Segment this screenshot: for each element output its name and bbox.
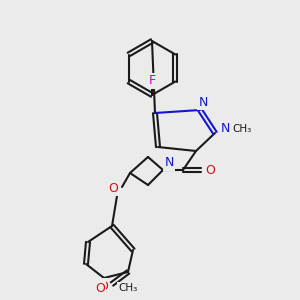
Text: F: F <box>148 74 156 88</box>
Text: O: O <box>95 281 105 295</box>
Text: CH₃: CH₃ <box>118 283 138 293</box>
Text: N: N <box>198 95 208 109</box>
Text: CH₃: CH₃ <box>232 124 252 134</box>
Text: N: N <box>220 122 230 136</box>
Text: N: N <box>164 157 174 169</box>
Text: O: O <box>98 280 108 292</box>
Text: O: O <box>205 164 215 176</box>
Text: O: O <box>108 182 118 194</box>
